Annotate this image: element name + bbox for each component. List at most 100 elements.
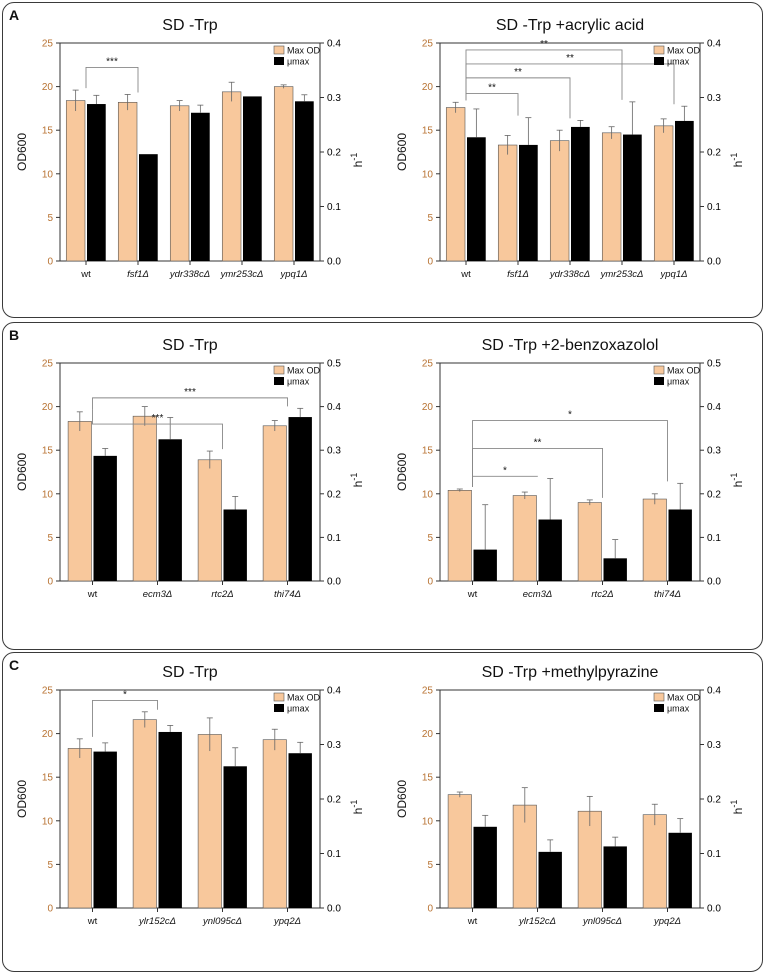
y-right-tick-label: 0.5 <box>707 359 721 370</box>
x-tick-label: ypq2Δ <box>273 916 301 927</box>
legend-swatch-max-od <box>653 45 665 55</box>
y-tick-label: 10 <box>42 169 54 180</box>
x-tick-label: ydr338cΔ <box>549 269 590 280</box>
significance-label: ** <box>488 83 496 94</box>
y-right-axis-exponent: -1 <box>729 153 739 161</box>
y-right-tick-label: 0.1 <box>707 849 721 860</box>
y-right-tick-label: 0.4 <box>327 686 341 697</box>
y-right-tick-label: 0.4 <box>707 402 721 413</box>
y-right-tick-label: 0.3 <box>707 93 721 104</box>
y-right-tick-label: 0.2 <box>707 795 721 806</box>
legend-label-max-od: Max OD <box>667 366 701 376</box>
y-right-axis-label: h-1 <box>729 800 745 815</box>
y-right-tick-label: 0.4 <box>327 39 341 50</box>
x-tick-label: wt <box>460 269 471 280</box>
y-axis-label: OD600 <box>15 780 29 818</box>
x-tick-label: ylr152cΔ <box>518 916 556 927</box>
y-right-tick-label: 0.3 <box>327 446 341 457</box>
legend-label-max-od: Max OD <box>667 693 701 703</box>
y-right-tick-label: 0.1 <box>327 849 341 860</box>
legend-swatch-mu-max <box>654 57 664 65</box>
bar-mu-max <box>467 137 486 261</box>
y-right-tick-label: 0.2 <box>707 489 721 500</box>
legend-label-mu-max: μmax <box>667 704 690 714</box>
y-tick-label: 5 <box>427 533 433 544</box>
y-tick-label: 0 <box>427 904 433 915</box>
x-tick-label: wt <box>87 916 98 927</box>
bar-mu-max <box>243 96 262 261</box>
legend-swatch-mu-max <box>274 377 284 385</box>
chart-b-right: SD -Trp +2-benzoxazolol 0 5 10 15 20 25 0.0 0.1 0… <box>395 337 745 600</box>
bracket-line <box>92 397 288 410</box>
x-tick-label: wt <box>87 589 98 600</box>
bar-max-od <box>197 734 222 909</box>
panel-letter: A <box>9 7 20 23</box>
significance-bracket: ** <box>472 437 603 498</box>
bracket-line <box>472 420 668 488</box>
y-tick-label: 20 <box>422 82 434 93</box>
y-right-axis-exponent: -1 <box>349 800 359 808</box>
legend-swatch-max-od <box>273 692 285 702</box>
chart-a-right: SD -Trp +acrylic acid 0 5 10 15 20 25 0.0 0.1 0.2… <box>395 17 745 280</box>
y-tick-label: 25 <box>422 359 434 370</box>
bar-max-od <box>642 498 667 582</box>
legend-swatch-mu-max <box>274 704 284 712</box>
y-right-axis-unit: h <box>731 481 745 488</box>
bracket-line <box>85 66 139 93</box>
y-right-tick-label: 0.0 <box>327 577 341 588</box>
y-right-tick-label: 0.5 <box>327 359 341 370</box>
x-tick-label: rtc2Δ <box>211 589 233 600</box>
x-tick-label: ymr253cΔ <box>600 269 644 280</box>
x-tick-label: thi74Δ <box>274 589 301 600</box>
bar-max-od <box>447 794 472 909</box>
y-tick-label: 25 <box>42 686 54 697</box>
y-tick-label: 15 <box>422 773 434 784</box>
bar-mu-max <box>571 126 590 262</box>
y-right-axis-label: h-1 <box>349 800 365 815</box>
bar-mu-max <box>288 417 312 581</box>
y-axis-label: OD600 <box>15 453 29 491</box>
legend-swatch-max-od <box>273 365 285 375</box>
y-tick-label: 0 <box>427 257 433 268</box>
bar-max-od <box>221 91 242 262</box>
y-tick-label: 15 <box>42 446 54 457</box>
y-right-tick-label: 0.2 <box>707 148 721 159</box>
bar-mu-max <box>93 455 117 581</box>
x-tick-label: wt <box>467 916 478 927</box>
legend-swatch-max-od <box>653 365 665 375</box>
y-right-axis-label: h-1 <box>729 153 745 168</box>
significance-bracket: * <box>92 689 158 737</box>
bar-mu-max <box>295 101 314 261</box>
bar-max-od <box>262 739 287 909</box>
significance-bracket: *** <box>92 387 288 410</box>
y-axis-label: OD600 <box>15 133 29 171</box>
chart-title: SD -Trp +methylpyrazine <box>482 664 659 681</box>
chart-title: SD -Trp <box>162 337 218 354</box>
y-tick-label: 0 <box>47 577 53 588</box>
y-tick-label: 25 <box>42 39 54 50</box>
y-right-axis-label: h-1 <box>349 473 365 488</box>
x-tick-label: rtc2Δ <box>591 589 613 600</box>
bar-mu-max <box>538 851 562 908</box>
y-right-axis-label: h-1 <box>729 473 745 488</box>
bar-mu-max <box>191 112 210 261</box>
x-tick-label: thi74Δ <box>654 589 681 600</box>
bracket-line <box>92 409 223 450</box>
x-tick-label: fsf1Δ <box>127 269 149 280</box>
plot-frame <box>439 362 701 582</box>
bracket-line <box>472 475 538 488</box>
y-tick-label: 25 <box>422 686 434 697</box>
x-tick-label: fsf1Δ <box>507 269 529 280</box>
bar-mu-max <box>675 120 694 261</box>
x-tick-label: ydr338cΔ <box>169 269 210 280</box>
bar-mu-max <box>603 558 627 581</box>
y-right-axis-unit: h <box>731 161 745 168</box>
bar-max-od <box>447 490 472 582</box>
y-tick-label: 20 <box>422 729 434 740</box>
y-tick-label: 10 <box>422 816 434 827</box>
x-tick-label: wt <box>80 269 91 280</box>
y-tick-label: 25 <box>42 359 54 370</box>
bar-max-od <box>169 105 190 262</box>
y-tick-label: 0 <box>47 257 53 268</box>
